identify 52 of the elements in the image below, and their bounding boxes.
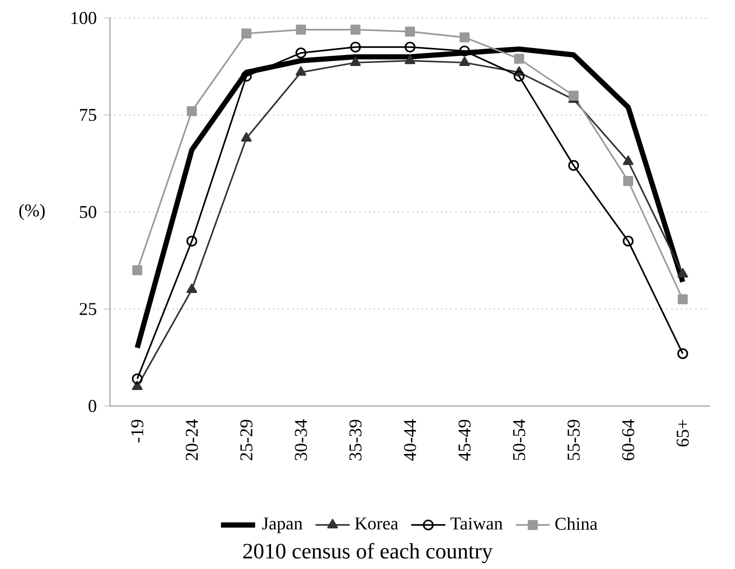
point — [241, 28, 252, 39]
point — [132, 380, 143, 390]
x-tick-label: 60-64 — [622, 419, 634, 460]
point — [132, 265, 142, 276]
point — [622, 156, 634, 165]
point — [568, 160, 580, 171]
point — [460, 32, 470, 42]
point — [350, 56, 361, 66]
point — [568, 90, 579, 101]
point — [186, 106, 197, 116]
point — [186, 236, 198, 247]
point — [459, 56, 470, 66]
point — [514, 70, 524, 82]
point — [404, 42, 416, 52]
x-tick-label: 50-54 — [513, 419, 526, 460]
legend-label: Taiwan — [450, 518, 503, 530]
legend-label: Korea — [354, 518, 398, 530]
point — [405, 26, 415, 37]
y-tick-label: 0 — [88, 400, 96, 412]
legend-label: Japan — [262, 518, 302, 534]
x-tick-label: 30-34 — [294, 419, 307, 460]
point — [296, 24, 306, 35]
point — [296, 48, 306, 58]
y-tick-label: 25 — [80, 302, 96, 316]
x-tick-label: 25-29 — [240, 420, 252, 460]
point — [404, 54, 416, 64]
point — [459, 46, 470, 56]
point — [350, 24, 360, 35]
x-tick-label: 35-39 — [349, 420, 362, 460]
y-tick-label: 50 — [80, 206, 96, 218]
y-axis-title: (%) — [19, 204, 45, 220]
y-tick-label: 100 — [72, 12, 96, 24]
y-tick-label: 75 — [80, 109, 96, 121]
point — [677, 268, 688, 278]
x-tick-label: 20-24 — [186, 419, 198, 460]
point — [677, 348, 688, 360]
point — [678, 294, 688, 304]
point — [623, 176, 634, 186]
point — [622, 236, 634, 247]
point — [350, 42, 361, 52]
point — [132, 373, 143, 384]
x-tick-label: 65+ — [676, 420, 689, 446]
x-tick-label: 40-44 — [404, 419, 416, 461]
legend-label: China — [555, 517, 598, 530]
x-tick-label: 55-59 — [568, 420, 580, 460]
point — [186, 284, 198, 294]
point — [514, 54, 524, 64]
x-tick-label: -19 — [131, 420, 144, 442]
point — [296, 66, 306, 76]
x-tick-label: 45-49 — [458, 420, 471, 461]
point — [241, 132, 252, 142]
text: 2010 census of each country — [243, 542, 493, 564]
